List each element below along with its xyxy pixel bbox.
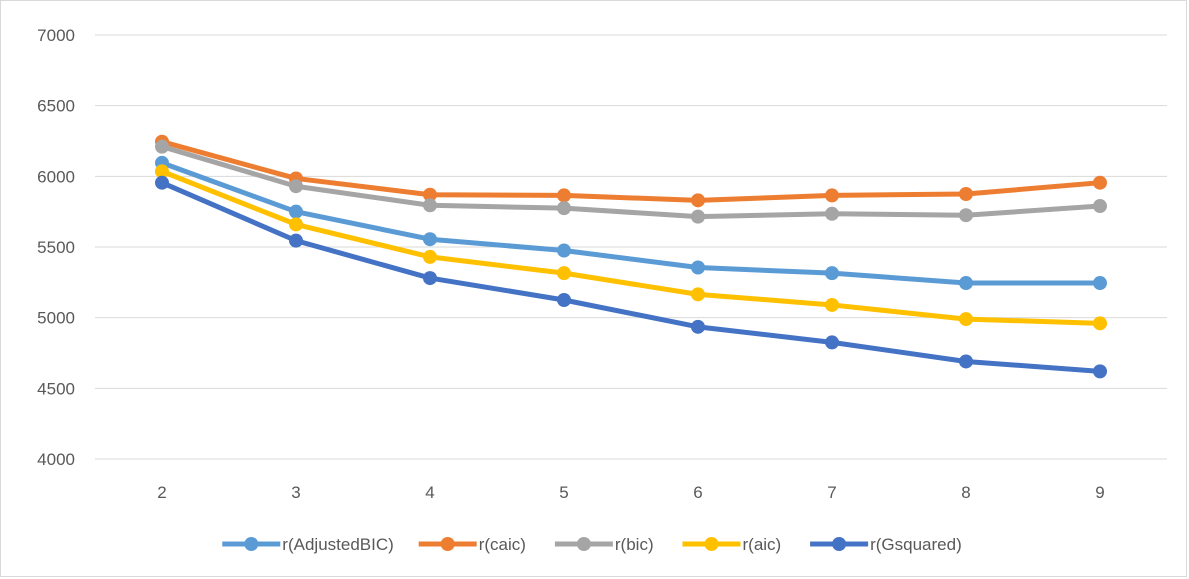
legend-swatch-marker (832, 537, 847, 551)
series-2 (155, 139, 1107, 224)
data-point (289, 179, 303, 194)
legend-swatch-marker (704, 537, 719, 551)
data-point (959, 312, 973, 327)
data-point (691, 209, 705, 224)
data-point (423, 198, 437, 213)
x-axis-tick-labels: 2 3 4 5 6 7 8 9 (157, 483, 1104, 502)
data-point (423, 271, 437, 286)
data-point (691, 260, 705, 275)
data-point (155, 164, 169, 179)
data-point (959, 187, 973, 201)
legend-label: r(AdjustedBIC) (282, 535, 393, 554)
data-point (959, 208, 973, 223)
y-tick-label: 7000 (37, 26, 75, 45)
data-point (155, 175, 169, 190)
series-3 (155, 164, 1107, 331)
data-point (825, 266, 839, 281)
data-point (423, 187, 437, 202)
series-lines (155, 134, 1107, 379)
data-point (289, 204, 303, 219)
y-tick-label: 6500 (37, 97, 75, 116)
legend-label: r(caic) (479, 535, 526, 554)
y-tick-label: 4500 (37, 379, 75, 398)
y-axis-tick-labels: 4000 4500 5000 5500 6000 6500 7000 (37, 26, 75, 469)
y-tick-label: 4000 (37, 450, 75, 469)
data-point (1093, 276, 1107, 291)
series-line (159, 144, 1103, 220)
data-point (691, 287, 705, 302)
series-line (159, 180, 1103, 374)
series-1 (155, 134, 1107, 208)
data-point (1093, 175, 1107, 190)
legend-swatch-marker (244, 537, 259, 551)
data-point (959, 354, 973, 369)
data-point (825, 335, 839, 350)
x-tick-label: 9 (1095, 483, 1104, 502)
data-point (155, 139, 169, 154)
series-line (159, 168, 1103, 326)
legend-label: r(aic) (743, 535, 782, 554)
legend-item-1: r(caic) (418, 535, 526, 554)
data-point (289, 217, 303, 232)
data-point (825, 188, 839, 203)
legend-item-3: r(aic) (682, 535, 782, 554)
y-tick-label: 5500 (37, 238, 75, 257)
data-point (691, 319, 705, 334)
data-point (691, 193, 705, 208)
x-tick-label: 3 (291, 483, 300, 502)
legend-swatch-marker (440, 537, 455, 551)
y-tick-label: 5000 (37, 309, 75, 328)
data-point (825, 297, 839, 312)
data-point (423, 232, 437, 247)
data-point (1093, 316, 1107, 331)
legend-swatch-marker (576, 537, 591, 551)
data-point (289, 233, 303, 248)
x-tick-label: 8 (961, 483, 970, 502)
series-line (159, 139, 1103, 203)
x-tick-label: 6 (693, 483, 702, 502)
data-point (557, 293, 571, 307)
x-tick-label: 4 (425, 483, 434, 502)
data-point (1093, 199, 1107, 214)
x-tick-label: 2 (157, 483, 166, 502)
legend-label: r(bic) (615, 535, 654, 554)
x-tick-label: 5 (559, 483, 568, 502)
legend: r(AdjustedBIC) r(caic) r(bic) r(aic) r(Gsqua… (222, 535, 962, 554)
legend-item-0: r(AdjustedBIC) (222, 535, 394, 554)
gridlines (95, 34, 1167, 460)
legend-item-2: r(bic) (554, 535, 654, 554)
data-point (423, 249, 437, 264)
x-tick-label: 7 (827, 483, 836, 502)
series-4 (155, 175, 1107, 379)
data-point (959, 276, 973, 291)
series-line (159, 160, 1103, 286)
data-point (557, 243, 571, 258)
data-point (557, 201, 571, 216)
data-point (825, 206, 839, 221)
data-point (1093, 364, 1107, 379)
y-tick-label: 6000 (37, 167, 75, 186)
data-point (557, 188, 571, 203)
legend-item-4: r(Gsquared) (810, 535, 962, 554)
data-point (557, 266, 571, 281)
legend-label: r(Gsquared) (870, 535, 962, 554)
